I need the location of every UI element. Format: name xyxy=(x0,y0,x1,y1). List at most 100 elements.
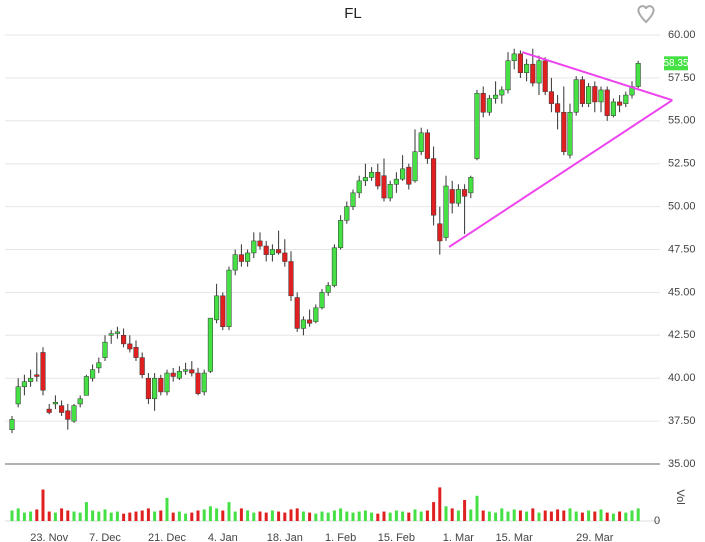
volume-bar xyxy=(215,508,219,521)
candle-body xyxy=(635,63,641,87)
candle-body xyxy=(90,369,96,379)
volume-bar xyxy=(438,487,442,521)
candle-body xyxy=(524,63,530,74)
candle-body xyxy=(530,63,536,84)
candle-body xyxy=(362,177,368,182)
y-tick-label: 45.00 xyxy=(668,286,696,298)
volume-bar xyxy=(177,511,181,521)
volume-bar xyxy=(270,510,274,521)
candle-body xyxy=(542,60,548,92)
candle-body xyxy=(548,91,554,104)
volume-bar xyxy=(363,510,367,521)
volume-bar xyxy=(376,513,380,521)
candle-body xyxy=(139,357,145,376)
volume-bar xyxy=(339,508,343,521)
candle-body xyxy=(294,297,300,329)
candle-body xyxy=(393,178,399,185)
volume-bar xyxy=(60,508,64,521)
volume-bar xyxy=(122,513,126,521)
volume-bar xyxy=(388,512,392,521)
volume-bar xyxy=(568,508,572,521)
candle-body xyxy=(189,369,195,374)
candle-body xyxy=(511,53,517,61)
candle-body xyxy=(431,158,437,216)
candle-body xyxy=(307,319,313,324)
candle-body xyxy=(201,372,207,393)
y-tick-label: 55.00 xyxy=(668,115,696,127)
candle-body xyxy=(269,249,275,255)
y-tick-label: 52.50 xyxy=(668,158,696,170)
volume-bar xyxy=(16,508,20,521)
candle-body xyxy=(232,254,238,271)
volume-bar xyxy=(41,489,45,521)
volume-bar xyxy=(91,510,95,521)
candle-body xyxy=(263,245,269,255)
candle-body xyxy=(127,343,133,350)
candle-body xyxy=(220,295,226,327)
volume-bar xyxy=(562,510,566,521)
trendline xyxy=(448,99,673,248)
volume-bar xyxy=(159,510,163,521)
volume-bar xyxy=(84,502,88,521)
volume-bar xyxy=(258,511,262,521)
volume-bar xyxy=(202,509,206,521)
candle-body xyxy=(34,374,40,377)
candle-body xyxy=(207,317,213,372)
volume-bar xyxy=(487,511,491,521)
volume-bar xyxy=(432,502,436,521)
candle-body xyxy=(59,405,65,413)
volume-bar xyxy=(401,511,405,521)
volume-bar xyxy=(636,508,640,521)
candle-body xyxy=(486,98,492,113)
volume-bar xyxy=(593,511,597,521)
volume-bar xyxy=(171,512,175,521)
volume-bar xyxy=(512,509,516,521)
volume-bar xyxy=(72,511,76,521)
candle-body xyxy=(586,86,592,104)
volume-bar xyxy=(35,509,39,521)
volume-bar xyxy=(425,510,429,521)
volume-bar xyxy=(314,513,318,521)
volume-bar xyxy=(481,510,485,521)
volume-bar xyxy=(494,512,498,521)
candle-body xyxy=(65,410,71,420)
candle-body xyxy=(114,331,120,334)
candle-body xyxy=(46,408,52,413)
candle-body xyxy=(282,252,288,262)
candle-body xyxy=(251,240,257,254)
volume-bar xyxy=(351,512,355,521)
candle-body xyxy=(610,101,616,116)
volume-bar xyxy=(518,510,522,521)
volume-bar xyxy=(47,511,51,521)
volume-bar xyxy=(587,510,591,521)
candle-body xyxy=(462,189,468,197)
candle-body xyxy=(567,111,573,156)
volume-bar xyxy=(308,512,312,521)
volume-bar xyxy=(295,508,299,521)
candle-body xyxy=(350,192,356,207)
x-tick-label: 18. Jan xyxy=(267,532,303,542)
chart-title: FL xyxy=(344,5,362,22)
candle-body xyxy=(437,223,443,242)
volume-bar xyxy=(611,513,615,521)
candle-body xyxy=(412,151,418,182)
candle-body xyxy=(381,175,387,199)
candle-body xyxy=(449,189,455,204)
volume-bar xyxy=(574,511,578,521)
trendline xyxy=(521,51,673,102)
volume-bar xyxy=(407,512,411,521)
volume-bar xyxy=(196,510,200,521)
candle-body xyxy=(474,93,480,159)
candle-body xyxy=(152,377,158,400)
candle-body xyxy=(331,247,337,286)
x-tick-label: 21. Dec xyxy=(148,532,186,542)
candle-body xyxy=(40,352,46,391)
favorite-icon[interactable] xyxy=(637,5,655,24)
x-tick-label: 15. Mar xyxy=(496,532,534,542)
x-tick-label: 23. Nov xyxy=(30,532,68,542)
candle-body xyxy=(195,372,201,394)
volume-bar xyxy=(580,512,584,521)
candle-body xyxy=(52,401,58,405)
candle-body xyxy=(623,94,629,104)
volume-bar xyxy=(153,511,157,521)
